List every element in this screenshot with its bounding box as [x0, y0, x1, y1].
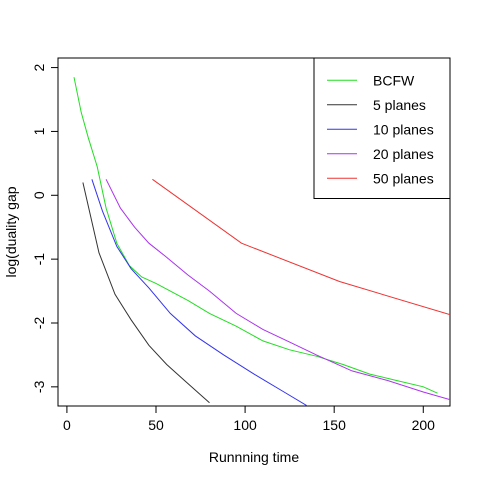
legend-label: BCFW — [373, 72, 415, 88]
axes-ticks: 0 50 100 150 200 -3 -2 -1 0 1 2 — [31, 63, 435, 433]
legend-box — [313, 57, 451, 199]
legend-label: 10 planes — [373, 121, 434, 137]
y-tick-label: -2 — [31, 317, 47, 330]
y-tick-label: 1 — [31, 127, 47, 135]
y-tick-label: 2 — [31, 63, 47, 71]
x-tick-label: 200 — [412, 417, 436, 433]
x-tick-label: 150 — [323, 417, 347, 433]
legend: BCFW 5 planes 10 planes 20 planes 50 planes — [313, 57, 451, 199]
series-line-2 — [82, 182, 210, 404]
series-line-1 — [73, 77, 438, 394]
series-line-5 — [152, 178, 450, 316]
x-axis-title: Runnning time — [209, 449, 299, 465]
legend-label: 50 planes — [373, 170, 434, 186]
y-tick-label: 0 — [31, 191, 47, 199]
y-tick-label: -1 — [31, 253, 47, 266]
series-line-3 — [91, 179, 308, 406]
series-line-4 — [105, 179, 450, 401]
series-lines — [73, 77, 450, 406]
x-tick-label: 100 — [233, 417, 257, 433]
x-tick-label: 50 — [148, 417, 164, 433]
plot-frame — [57, 57, 451, 407]
y-tick-label: -3 — [31, 380, 47, 393]
legend-label: 5 planes — [373, 97, 426, 113]
y-axis-title: log(duality gap — [3, 186, 19, 277]
legend-label: 20 planes — [373, 146, 434, 162]
x-tick-label: 0 — [63, 417, 71, 433]
